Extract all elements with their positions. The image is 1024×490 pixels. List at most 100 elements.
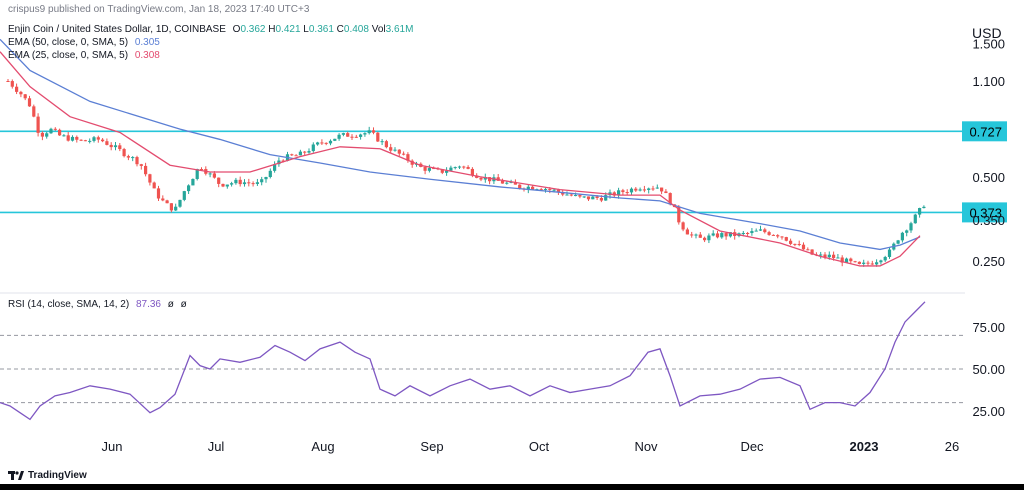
rsi-tick-label: 75.00	[972, 320, 1005, 335]
candle-body	[526, 186, 530, 190]
candle-body	[763, 229, 767, 233]
candle-body	[617, 190, 621, 196]
candle-body	[294, 155, 298, 157]
candle-body	[827, 254, 831, 258]
candle-body	[685, 229, 689, 235]
candle-body	[432, 168, 436, 170]
candle-body	[75, 136, 79, 140]
candle-body	[354, 136, 358, 138]
candle-body	[642, 189, 646, 191]
candle-body	[823, 254, 827, 258]
x-tick-label: Jul	[208, 439, 225, 454]
candle-body	[255, 182, 259, 184]
candle-body	[741, 232, 745, 234]
published-note: crispus9 published on TradingView.com, J…	[8, 4, 310, 15]
candle-body	[909, 223, 913, 231]
candle-body	[337, 134, 341, 139]
candle-body	[918, 208, 922, 215]
candle-body	[887, 249, 892, 257]
candle-body	[10, 81, 14, 87]
candle-body	[45, 133, 49, 137]
candle-body	[784, 237, 788, 241]
candle-body	[118, 145, 122, 150]
candle-body	[15, 86, 19, 92]
candle-body	[836, 257, 840, 259]
candle-body	[208, 173, 212, 175]
candle-body	[664, 191, 668, 194]
candle-body	[174, 206, 178, 211]
candle-body	[819, 254, 823, 256]
candle-body	[707, 235, 711, 241]
candle-body	[251, 183, 255, 185]
candle-body	[445, 170, 449, 173]
candle-body	[423, 166, 427, 171]
candle-body	[27, 98, 32, 107]
x-tick-label: Jun	[102, 439, 123, 454]
candle-body	[96, 137, 100, 140]
candle-body	[298, 151, 302, 156]
candle-body	[728, 232, 732, 237]
ohlc-close: C0.408	[336, 24, 369, 35]
level-label: 0.373	[969, 205, 1002, 220]
candle-body	[169, 203, 173, 211]
candle-body	[139, 164, 143, 166]
candle-body	[758, 229, 763, 231]
candle-body	[307, 151, 311, 153]
rsi-tick-label: 25.00	[972, 404, 1005, 419]
candle-body	[389, 147, 393, 151]
ohlc-open: O0.362	[232, 24, 266, 35]
candle-body	[703, 237, 707, 241]
candle-body	[604, 195, 608, 201]
candle-body	[242, 182, 247, 185]
candle-body	[483, 177, 487, 180]
candle-body	[195, 169, 199, 179]
x-tick-label: Oct	[529, 439, 550, 454]
candle-body	[462, 166, 466, 168]
candle-body	[655, 187, 659, 189]
candle-body	[453, 167, 457, 169]
candle-body	[543, 188, 548, 190]
candle-body	[746, 232, 750, 234]
ema50-value: 0.305	[134, 37, 160, 48]
candle-body	[148, 174, 152, 183]
ema50-line	[0, 38, 921, 251]
x-tick-label: 2023	[850, 439, 879, 454]
candle-body	[797, 244, 801, 246]
bottom-bar	[0, 484, 1024, 490]
candle-body	[92, 137, 96, 141]
candle-body	[165, 200, 169, 204]
candle-body	[552, 189, 556, 191]
candle-body	[801, 244, 806, 250]
candle-body	[754, 230, 758, 232]
rsi-legend[interactable]: RSI (14, close, SMA, 14, 2) 87.36 ø ø	[8, 299, 187, 310]
candle-body	[131, 157, 135, 159]
candle-body	[225, 184, 229, 187]
candle-body	[569, 194, 573, 196]
candle-body	[771, 234, 775, 236]
ema25-line	[0, 51, 921, 267]
candle-body	[875, 262, 879, 265]
candle-body	[599, 197, 603, 201]
candle-body	[359, 134, 363, 137]
candle-body	[668, 193, 672, 205]
candle-body	[341, 133, 345, 135]
candle-body	[393, 149, 397, 151]
candle-body	[905, 230, 909, 233]
candle-body	[694, 234, 698, 236]
ema25-legend[interactable]: EMA (25, close, 0, SMA, 5) 0.308	[8, 50, 160, 61]
ohlc-low: L0.361	[303, 24, 334, 35]
currency-label: USD	[972, 25, 1002, 41]
candle-body	[66, 135, 70, 141]
candle-body	[161, 198, 165, 201]
x-tick-label: 26	[945, 439, 959, 454]
tradingview-logo[interactable]: TradingView	[8, 470, 87, 481]
horizontal-levels[interactable]: 0.727 0.373	[0, 121, 1007, 223]
candle-body	[221, 183, 225, 187]
candle-body	[690, 234, 694, 236]
ema50-legend[interactable]: EMA (50, close, 0, SMA, 5) 0.305	[8, 37, 160, 48]
candle-body	[410, 160, 414, 165]
candle-body	[913, 214, 917, 224]
candle-body	[247, 182, 251, 184]
candle-body	[328, 140, 333, 144]
